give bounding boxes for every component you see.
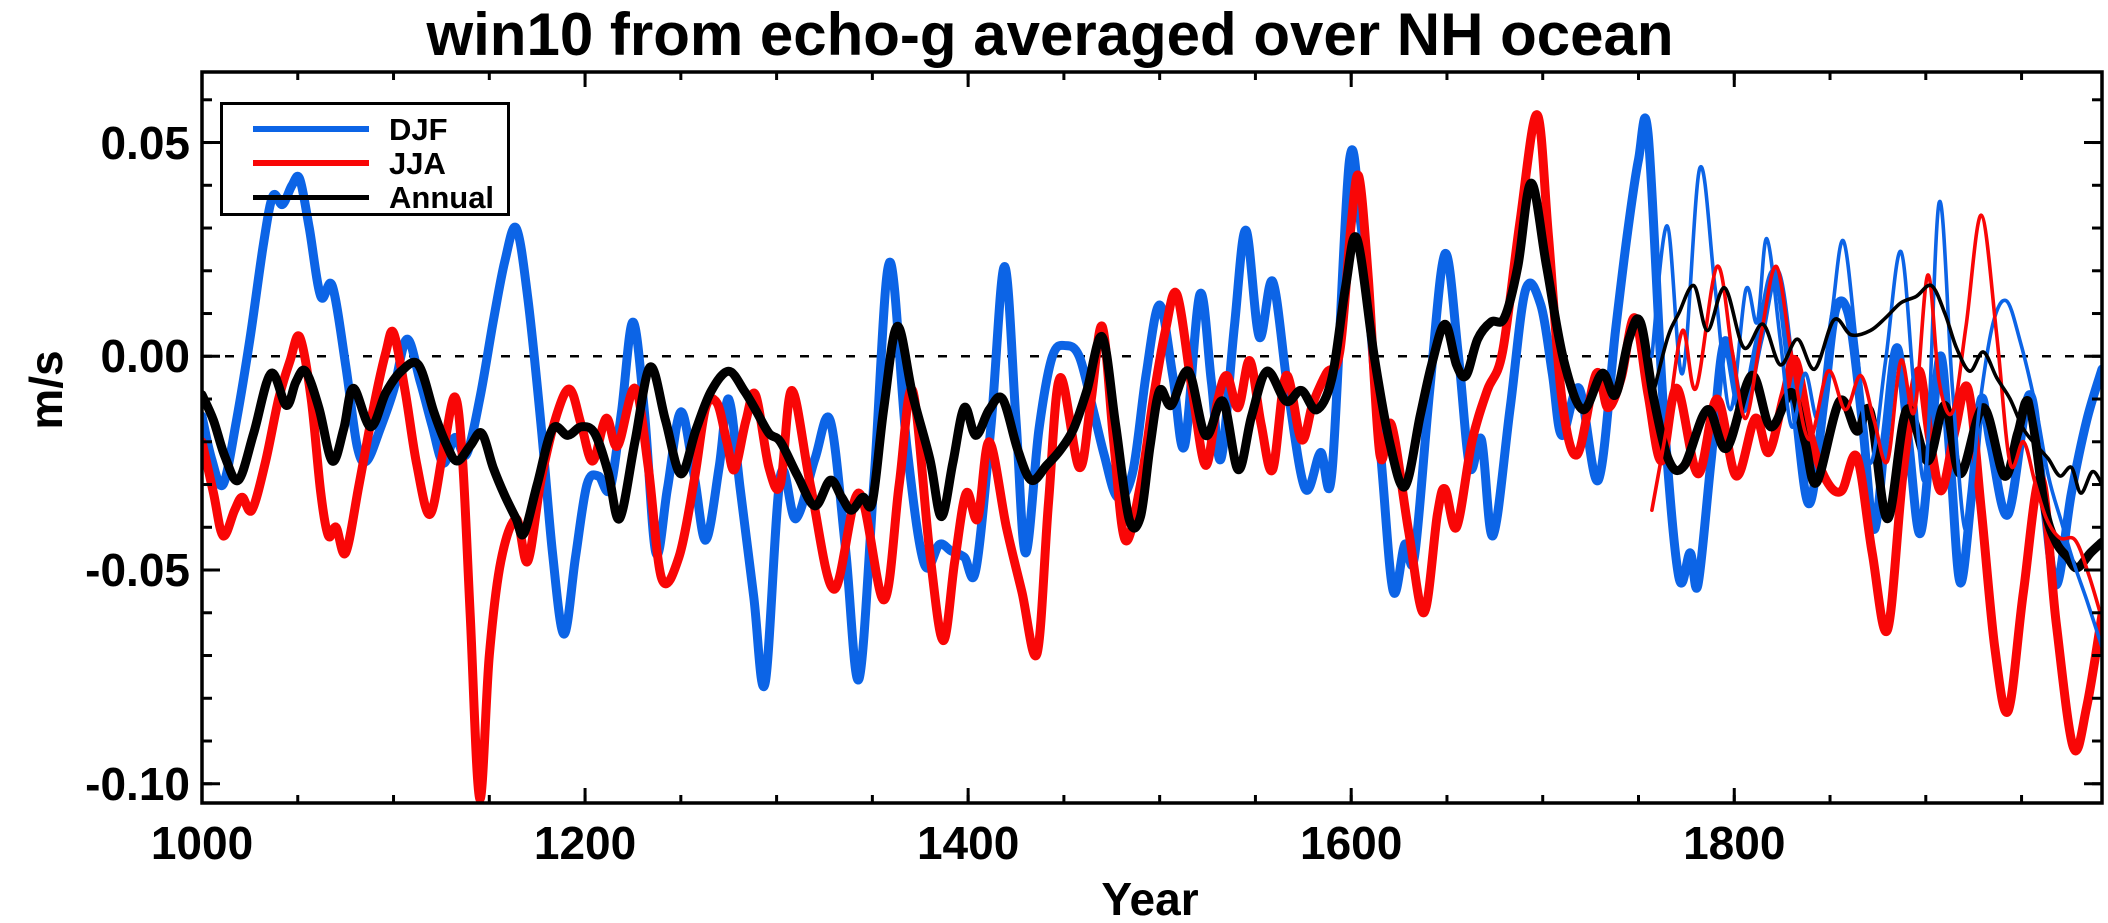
legend-label-djf: DJF [389, 111, 448, 147]
x-axis-label: Year [1101, 873, 1199, 923]
series-djf-second-run-thin- [1650, 164, 2102, 649]
series-annual-second-run-thin- [1650, 283, 2102, 495]
jja-line-sample [253, 160, 369, 166]
y-tick-label--0.10: -0.10 [85, 757, 190, 810]
x-tick-label-1800: 1800 [1683, 817, 1786, 869]
legend-item-jja: JJA [223, 146, 507, 180]
chart-title: win10 from echo-g averaged over NH ocean [426, 1, 1674, 68]
x-tick-label-1200: 1200 [533, 817, 637, 869]
series-group [202, 110, 2102, 803]
y-tick-label--0.05: -0.05 [85, 544, 190, 597]
x-tick-label-1400: 1400 [916, 817, 1020, 869]
x-tick-label-1600: 1600 [1300, 817, 1403, 869]
series-annual [202, 178, 2102, 573]
y-tick-label-0.00: 0.00 [100, 330, 190, 383]
plot-frame [200, 70, 2104, 805]
x-tick-label-1000: 1000 [150, 817, 254, 869]
legend-item-djf: DJF [223, 112, 507, 146]
y-tick-label-0.05: 0.05 [100, 116, 190, 169]
series-jja [202, 110, 2102, 803]
annual-line-sample [253, 194, 369, 200]
legend-label-jja: JJA [389, 145, 446, 181]
series-jja-second-run-thin- [1650, 213, 2102, 621]
legend-label-annual: Annual [389, 179, 495, 215]
legend-item-annual: Annual [223, 180, 507, 214]
djf-line-sample [253, 126, 369, 132]
legend: DJF JJA Annual [220, 102, 510, 216]
